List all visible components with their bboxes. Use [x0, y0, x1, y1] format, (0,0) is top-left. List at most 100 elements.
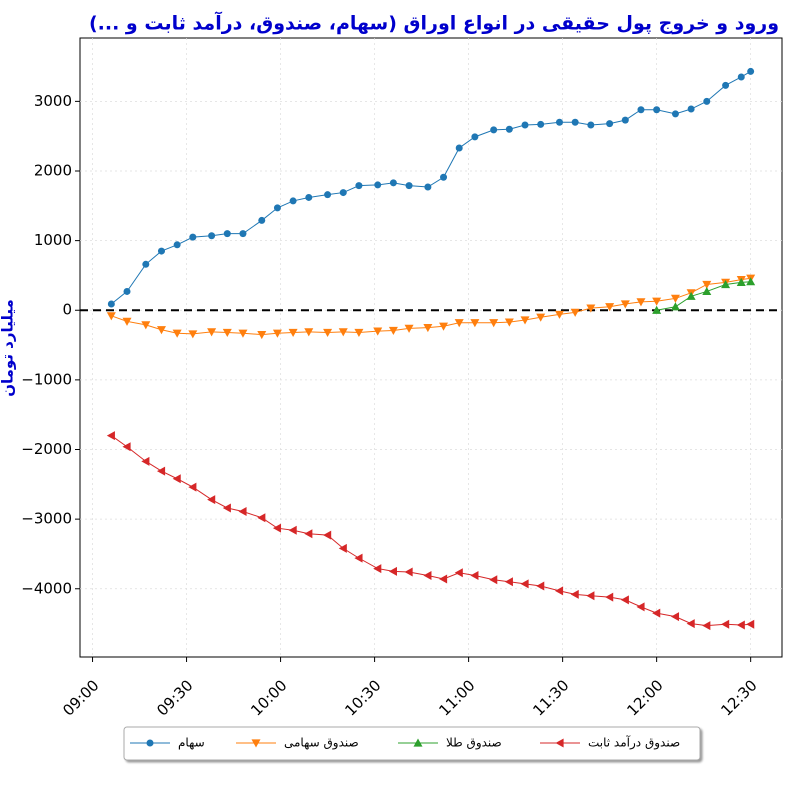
data-point [389, 179, 397, 187]
data-point [405, 182, 413, 190]
data-point [107, 300, 115, 308]
data-point [470, 571, 479, 581]
data-point [354, 328, 364, 338]
data-point [537, 120, 545, 128]
data-point [620, 595, 629, 605]
data-point [223, 230, 231, 238]
chart-title: ورود و خروج پول حقیقی در انواع اوراق (سه… [89, 11, 779, 35]
legend-label: سهام [178, 736, 205, 750]
legend-marker [555, 738, 564, 748]
data-point [288, 525, 297, 535]
data-point [536, 313, 546, 322]
data-point [288, 328, 298, 338]
data-point [620, 300, 630, 309]
data-point [504, 318, 514, 327]
data-point [424, 183, 432, 191]
data-point [222, 328, 232, 338]
data-point [471, 133, 479, 141]
legend-label: صندوق سهامی [284, 736, 359, 751]
data-point [388, 326, 398, 335]
data-point [555, 118, 563, 126]
data-point [703, 97, 711, 105]
series-line [111, 277, 751, 336]
data-point [388, 566, 397, 576]
data-point [504, 577, 513, 587]
data-point [207, 495, 216, 505]
data-point [470, 319, 480, 328]
data-point [721, 279, 731, 289]
data-point [746, 619, 755, 629]
data-point [652, 297, 662, 306]
data-point [189, 233, 197, 241]
data-point [587, 121, 595, 129]
data-point [172, 474, 181, 484]
data-point [207, 328, 217, 337]
data-point [374, 181, 382, 189]
data-point [736, 620, 745, 630]
data-point [272, 329, 282, 338]
data-point [440, 173, 448, 181]
data-point [257, 331, 267, 340]
data-point [454, 319, 464, 328]
data-point [123, 287, 131, 295]
data-point [304, 529, 313, 539]
data-point [289, 197, 297, 205]
data-point [305, 193, 313, 201]
data-point [702, 286, 712, 296]
data-point [489, 319, 499, 328]
data-point [621, 116, 629, 124]
y-tick-label: −3000 [21, 510, 72, 528]
data-point [686, 291, 696, 300]
data-point [571, 118, 579, 126]
data-point [257, 513, 266, 523]
data-point [272, 523, 282, 533]
data-point [489, 575, 498, 585]
data-point [455, 144, 463, 152]
y-tick-label: −1000 [21, 370, 72, 388]
data-point [273, 204, 281, 212]
data-point [106, 312, 116, 321]
data-point [239, 230, 247, 238]
data-point [454, 568, 463, 578]
data-point [156, 326, 166, 335]
y-tick-label: 2000 [34, 161, 72, 179]
data-point [605, 303, 615, 312]
data-point [746, 277, 756, 286]
data-point [606, 120, 614, 128]
data-point [122, 317, 132, 326]
data-point [687, 105, 695, 113]
y-tick-label: 3000 [34, 92, 72, 110]
data-point [338, 543, 347, 553]
data-point [505, 125, 513, 133]
data-point [404, 567, 413, 577]
data-point [188, 482, 197, 492]
x-tick-label: 11:00 [435, 676, 478, 719]
data-point [373, 564, 382, 574]
data-point [355, 182, 363, 190]
data-point [173, 241, 181, 249]
data-point [570, 589, 579, 599]
data-point [354, 553, 363, 563]
data-point [404, 324, 414, 333]
data-point [338, 328, 348, 337]
data-point [423, 571, 432, 581]
data-point [722, 81, 730, 89]
data-point [373, 327, 383, 336]
data-point [304, 328, 314, 337]
data-point [554, 310, 564, 319]
data-point [141, 456, 150, 466]
legend-label: صندوق درآمد ثابت [588, 735, 680, 751]
data-point [652, 305, 662, 314]
data-point [172, 329, 182, 338]
data-point [536, 581, 545, 591]
data-point [490, 126, 498, 134]
data-point [671, 110, 679, 118]
data-point [736, 277, 746, 286]
data-point [521, 121, 529, 129]
x-tick-label: 11:30 [529, 676, 572, 719]
data-point [208, 232, 216, 240]
y-tick-label: −2000 [21, 440, 72, 458]
legend-label: صندوق طلا [446, 736, 502, 751]
data-point [586, 304, 596, 313]
